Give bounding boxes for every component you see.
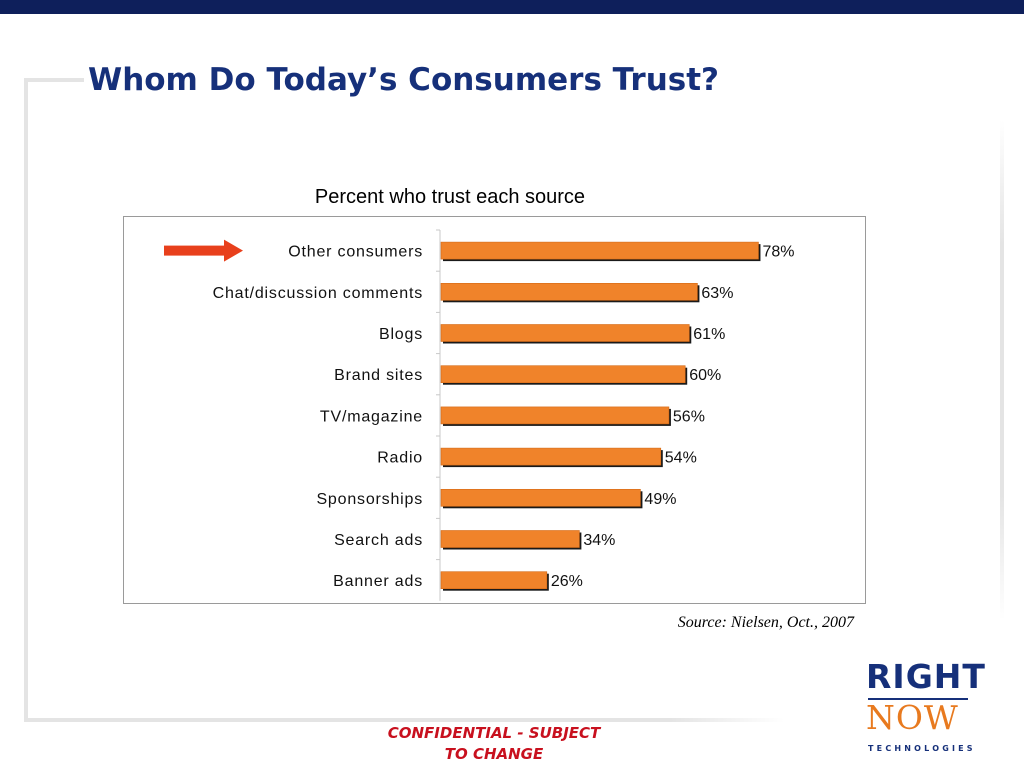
data-label: 60% <box>689 367 721 384</box>
slide-title: Whom Do Today’s Consumers Trust? <box>88 62 720 98</box>
data-label: 49% <box>644 491 676 508</box>
slide-frame-left <box>24 78 28 722</box>
category-label: Brand sites <box>334 367 423 384</box>
source-note: Source: Nielsen, Oct., 2007 <box>677 614 854 631</box>
bar <box>440 324 690 342</box>
data-label: 63% <box>701 285 733 302</box>
category-label: Chat/discussion comments <box>213 285 423 302</box>
category-label: Other consumers <box>288 244 423 261</box>
bar <box>440 447 662 466</box>
confidential-line-2: TO CHANGE <box>444 745 544 763</box>
category-label: Sponsorships <box>316 491 423 508</box>
bar <box>440 365 686 383</box>
confidential-notice: CONFIDENTIAL - SUBJECT TO CHANGE <box>354 723 634 765</box>
data-label: 56% <box>673 408 705 425</box>
category-label: Search ads <box>334 532 423 549</box>
logo-tagline: TECHNOLOGIES <box>868 744 976 753</box>
category-label: TV/magazine <box>320 408 423 425</box>
chart-area: Other consumers 78% Chat/discussion commen… <box>123 216 866 604</box>
bar <box>440 571 548 590</box>
category-label: Banner ads <box>333 573 423 590</box>
bar <box>440 530 580 548</box>
data-label: 26% <box>551 573 583 590</box>
top-banner <box>0 0 1024 14</box>
bar <box>440 283 698 301</box>
logo-divider <box>868 698 968 700</box>
right-arrow-icon <box>164 239 243 262</box>
confidential-line-1: CONFIDENTIAL - SUBJECT <box>387 724 601 742</box>
category-label: Radio <box>377 450 423 467</box>
logo-word-right: RIGHT <box>866 657 986 696</box>
slide-frame-bottom <box>24 718 784 722</box>
company-logo: RIGHT NOW TECHNOLOGIES <box>866 660 985 756</box>
bar <box>440 406 670 425</box>
bar <box>440 488 641 507</box>
logo-word-now: NOW <box>866 698 959 737</box>
data-label: 61% <box>693 326 725 343</box>
data-label: 34% <box>583 532 615 549</box>
bar-chart: Other consumers 78% Chat/discussion commen… <box>164 229 794 601</box>
data-label: 54% <box>665 450 697 467</box>
chart-title: Percent who trust each source <box>314 186 586 208</box>
data-label: 78% <box>762 244 794 261</box>
slide-frame-top <box>24 78 84 82</box>
category-label: Blogs <box>379 326 423 343</box>
bar <box>440 241 759 260</box>
slide-frame-right <box>1000 120 1004 620</box>
